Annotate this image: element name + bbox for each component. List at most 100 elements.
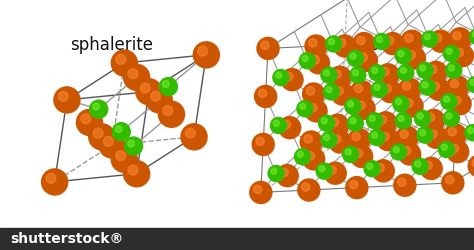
Circle shape	[372, 132, 378, 138]
Circle shape	[398, 50, 404, 57]
Circle shape	[320, 117, 335, 132]
Circle shape	[378, 116, 387, 124]
Circle shape	[372, 160, 394, 182]
Circle shape	[398, 65, 414, 81]
Circle shape	[331, 83, 354, 105]
Circle shape	[407, 51, 416, 59]
Circle shape	[302, 133, 323, 154]
Circle shape	[422, 82, 428, 88]
Circle shape	[355, 35, 375, 55]
Circle shape	[128, 140, 135, 147]
Circle shape	[307, 102, 328, 122]
Circle shape	[324, 134, 330, 141]
Circle shape	[285, 72, 293, 81]
Circle shape	[350, 131, 371, 151]
Circle shape	[115, 126, 122, 132]
Circle shape	[294, 149, 310, 165]
Circle shape	[301, 183, 310, 191]
Circle shape	[376, 164, 384, 172]
Circle shape	[430, 30, 452, 52]
Circle shape	[398, 116, 404, 121]
Circle shape	[111, 50, 137, 76]
Circle shape	[403, 32, 423, 53]
Circle shape	[379, 66, 400, 86]
Text: wurtzite: wurtzite	[311, 36, 379, 54]
Circle shape	[349, 117, 364, 132]
Circle shape	[414, 160, 428, 174]
Circle shape	[345, 98, 361, 114]
Circle shape	[271, 168, 277, 174]
Circle shape	[446, 48, 452, 54]
Circle shape	[305, 100, 327, 122]
Circle shape	[399, 66, 414, 81]
Circle shape	[299, 102, 313, 117]
Circle shape	[310, 54, 330, 74]
Circle shape	[393, 146, 399, 153]
Circle shape	[163, 81, 169, 87]
Circle shape	[403, 47, 425, 69]
Circle shape	[351, 146, 373, 168]
Circle shape	[377, 114, 397, 134]
Circle shape	[353, 32, 375, 54]
Circle shape	[183, 126, 208, 150]
Circle shape	[348, 128, 370, 150]
Circle shape	[158, 101, 184, 127]
Circle shape	[357, 36, 365, 45]
Circle shape	[455, 48, 464, 57]
Circle shape	[278, 167, 299, 187]
Circle shape	[304, 135, 312, 143]
Circle shape	[349, 180, 358, 189]
Circle shape	[405, 34, 413, 42]
Circle shape	[468, 155, 474, 177]
Circle shape	[329, 116, 349, 137]
Circle shape	[355, 149, 363, 158]
Circle shape	[449, 143, 469, 163]
Circle shape	[379, 80, 401, 102]
Circle shape	[140, 83, 150, 93]
Circle shape	[429, 130, 437, 138]
Circle shape	[417, 127, 433, 143]
Circle shape	[325, 86, 339, 100]
Circle shape	[356, 50, 377, 72]
Circle shape	[402, 82, 410, 90]
Circle shape	[58, 91, 68, 101]
Circle shape	[401, 30, 423, 52]
Circle shape	[324, 162, 346, 184]
Circle shape	[163, 106, 173, 116]
Circle shape	[405, 99, 413, 107]
Circle shape	[353, 98, 375, 120]
Circle shape	[321, 132, 337, 148]
Circle shape	[125, 137, 143, 155]
Circle shape	[419, 64, 433, 78]
Circle shape	[333, 70, 341, 78]
Circle shape	[422, 160, 443, 180]
Circle shape	[297, 101, 313, 117]
Circle shape	[280, 168, 288, 177]
Circle shape	[161, 104, 185, 128]
Circle shape	[421, 81, 436, 96]
Circle shape	[434, 34, 442, 42]
Circle shape	[371, 66, 385, 81]
Circle shape	[305, 150, 325, 170]
Circle shape	[444, 124, 466, 146]
Circle shape	[350, 53, 356, 59]
Circle shape	[128, 69, 138, 79]
Circle shape	[90, 100, 108, 118]
Circle shape	[252, 134, 274, 156]
Circle shape	[181, 124, 207, 150]
Circle shape	[323, 84, 339, 100]
Circle shape	[307, 37, 328, 58]
Circle shape	[257, 88, 277, 108]
Circle shape	[394, 174, 416, 196]
Circle shape	[397, 50, 411, 64]
Circle shape	[274, 71, 289, 86]
Circle shape	[470, 157, 474, 178]
Circle shape	[446, 62, 462, 78]
Circle shape	[432, 32, 452, 53]
Circle shape	[334, 35, 356, 57]
Circle shape	[126, 163, 150, 187]
Circle shape	[196, 44, 220, 68]
Circle shape	[321, 118, 328, 124]
Circle shape	[124, 64, 150, 90]
Circle shape	[161, 80, 178, 96]
